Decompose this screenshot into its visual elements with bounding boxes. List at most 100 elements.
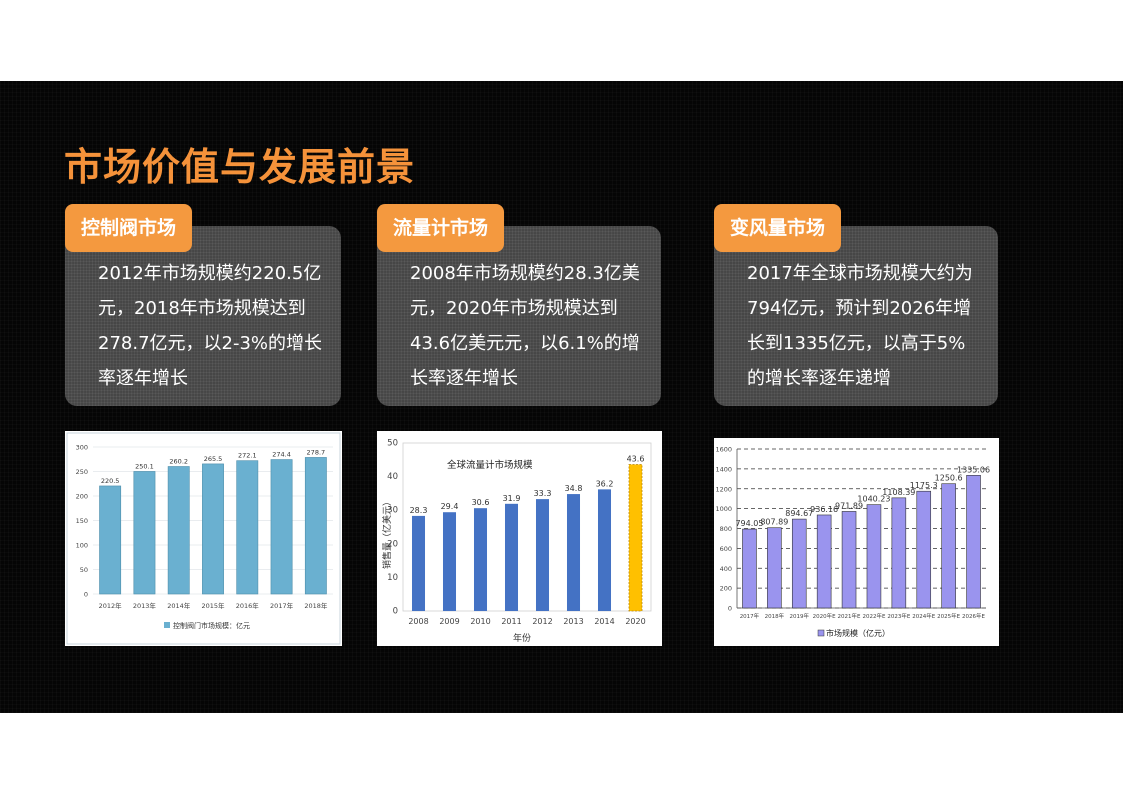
y-tick-label: 20 [387,539,398,549]
chart-vav-svg: 0 200 400 600 800 1000 1200 1400 1600 794.05807.8… [715,446,990,639]
page-title: 市场价值与发展前景 [64,145,416,189]
bar [133,471,156,595]
y-tick-label: 600 [720,545,732,553]
data-label: 250.1 [135,462,154,470]
data-label: 220.5 [101,477,120,485]
x-axis-label: 年份 [513,632,531,644]
card-text: 2017年全球市场规模大约为794亿元，预计到2026年增长到1335亿元，以高… [747,263,973,389]
bar [866,504,882,609]
x-tick-label: 2017年 [270,601,294,610]
bar [304,457,327,595]
data-label: 1175.3 [910,481,938,490]
data-label: 894.67 [785,509,813,518]
bar [411,515,426,611]
bar [816,514,832,609]
data-label: 36.2 [596,479,614,488]
x-tick-label: 2013年 [133,601,157,610]
bar [566,494,581,611]
y-tick-label: 250 [76,468,88,476]
x-tick-label: 2023年E [887,612,910,620]
x-tick-label: 2024年E [912,612,935,620]
x-tick-label: 2018年 [765,612,785,620]
data-label: 29.4 [441,502,459,511]
bar [791,518,807,609]
chart-control-valve-svg: 0 50 100 150 200 250 300 220.5 250.1 260.2 265.5 27… [66,432,341,645]
y-tick-label: 0 [393,607,398,617]
y-tick-label: 100 [76,542,88,550]
y-tick-label: 150 [76,517,88,525]
bar [504,503,519,611]
x-tick-label: 2026年E [962,612,985,620]
bar [202,463,224,595]
card-flowmeter: 2008年市场规模约28.3亿美元，2020年市场规模达到43.6亿美元元，以6… [377,226,661,406]
chart-frame [66,432,341,645]
tag-control-valve: 控制阀市场 [65,204,193,252]
y-tick-label: 300 [76,444,88,452]
bar [535,499,550,611]
chart-title: 全球流量计市场规模 [447,459,533,471]
x-tick-label: 2009 [439,617,459,626]
x-tick-label: 2015年 [201,601,225,610]
x-tick-label: 2014 [594,617,614,626]
bar [99,485,122,595]
data-label: 272.1 [238,452,257,460]
bar [167,466,190,595]
card-control-valve: 2012年市场规模约220.5亿元，2018年市场规模达到278.7亿元，以2-… [65,226,341,406]
data-label: 43.6 [627,455,645,464]
y-tick-label: 50 [387,439,398,449]
x-tick-label: 2013 [563,617,583,626]
slide: 市场价值与发展前景 2012年市场规模约220.5亿元，2018年市场规模达到2… [0,81,1123,713]
bar [966,475,981,609]
card-text: 2012年市场规模约220.5亿元，2018年市场规模达到278.7亿元，以2-… [98,263,323,389]
data-label: 34.8 [565,484,583,493]
y-tick-label: 0 [728,605,732,613]
bar [941,483,956,609]
data-label: 1250.6 [935,474,963,483]
bar [270,459,293,595]
x-tick-label: 2012 [532,617,552,626]
data-label: 274.4 [272,451,291,459]
y-tick-label: 10 [387,573,398,583]
x-tick-label: 2022年E [862,612,885,620]
bar [597,489,612,611]
y-tick-label: 400 [720,565,732,573]
y-tick-label: 1200 [715,485,732,493]
y-tick-label: 1400 [715,465,732,473]
y-axis-label: 销售量（亿美元） [381,497,393,569]
x-tick-label: 2025年E [937,612,960,620]
bar [473,508,488,611]
x-tick-label: 2014年 [167,601,191,610]
data-label: 1335.06 [957,465,990,474]
x-tick-label: 2017年 [740,612,760,620]
card-text: 2008年市场规模约28.3亿美元，2020年市场规模达到43.6亿美元元，以6… [410,263,640,389]
data-label: 30.6 [472,498,490,507]
legend-swatch [817,629,825,637]
x-tick-label: 2008 [408,617,428,626]
data-label: 1108.39 [882,488,915,497]
data-label: 278.7 [307,448,326,456]
bar [767,527,782,609]
chart-flowmeter-svg: 0 10 20 30 40 50 28.3 29.4 30.6 31.9 33.3 34.8 36.2 4… [381,439,652,644]
legend-label: 市场规模（亿元） [826,628,890,638]
y-tick-label: 30 [387,506,398,516]
x-tick-label: 2016年 [236,601,260,610]
bar [841,511,857,609]
bar [916,490,932,609]
y-tick-label: 200 [720,585,732,593]
bar [628,464,643,612]
x-tick-label: 2018年 [304,601,328,610]
x-tick-label: 2011 [501,617,521,626]
y-tick-label: 1000 [715,505,732,513]
data-label: 33.3 [534,489,552,498]
chart-control-valve: 0 50 100 150 200 250 300 220.5 250.1 260.2 265.5 27… [65,431,342,646]
y-tick-label: 200 [76,493,88,501]
y-tick-label: 50 [80,566,88,574]
card-vav: 2017年全球市场规模大约为794亿元，预计到2026年增长到1335亿元，以高… [714,226,998,406]
y-tick-label: 1600 [715,446,732,454]
x-tick-label: 2019年 [790,612,810,620]
x-tick-label: 2020年E [813,612,836,620]
y-tick-label: 0 [84,591,88,599]
data-label: 31.9 [503,494,521,503]
data-label: 807.89 [760,518,788,527]
y-tick-label: 40 [387,472,398,482]
